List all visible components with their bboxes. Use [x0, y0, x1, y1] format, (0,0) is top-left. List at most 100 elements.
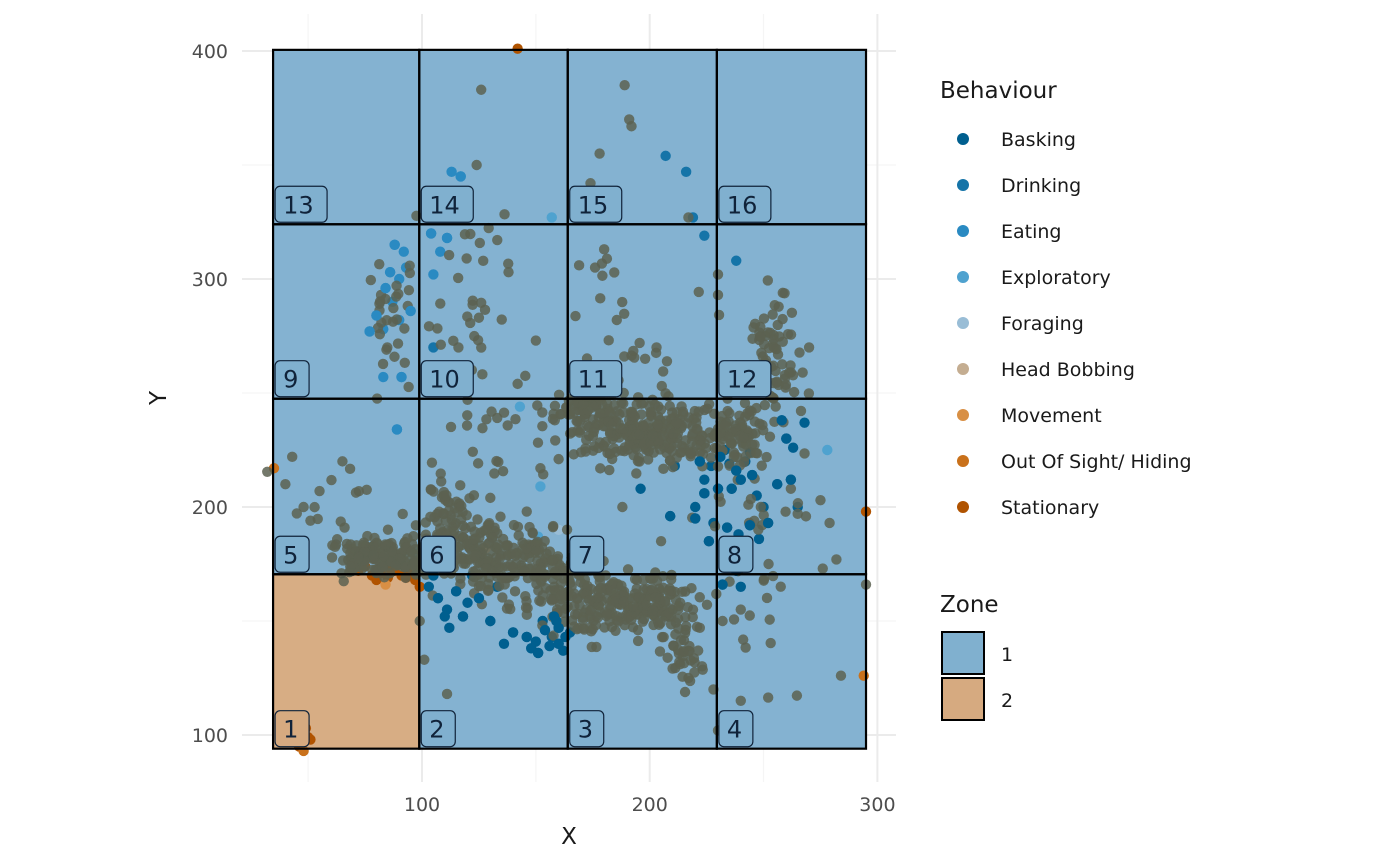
point-overlay — [686, 436, 698, 447]
point-overlay — [651, 342, 662, 353]
point-overlay — [671, 417, 682, 428]
point-basking — [787, 442, 799, 453]
point-overlay — [474, 237, 486, 249]
point-overlay — [425, 511, 436, 523]
point-overlay — [339, 522, 350, 533]
x-tick-label: 100 — [404, 794, 440, 816]
point-eating — [389, 239, 400, 250]
point-overlay — [634, 429, 645, 440]
zone-cell-label: 1 — [283, 716, 298, 744]
y-tick-label: 300 — [192, 269, 228, 291]
legend-label: Movement — [1001, 405, 1102, 427]
point-overlay — [667, 407, 678, 418]
point-overlay — [280, 479, 291, 490]
point-overlay — [794, 347, 805, 358]
point-overlay — [728, 451, 740, 463]
point-overlay — [632, 635, 644, 647]
point-overlay — [777, 336, 788, 348]
point-overlay — [657, 571, 669, 582]
point-overlay — [655, 536, 667, 547]
point-overlay — [601, 608, 613, 620]
point-basking — [753, 533, 765, 545]
point-overlay — [632, 455, 644, 467]
point-overlay — [291, 508, 303, 519]
point-overlay — [764, 614, 775, 625]
point-basking — [444, 622, 455, 634]
point-overlay — [456, 500, 467, 512]
point-overlay — [472, 458, 484, 469]
point-basking — [473, 593, 485, 604]
point-overlay — [350, 487, 362, 498]
point-overlay — [469, 550, 480, 561]
point-overlay — [803, 388, 815, 399]
zone-cell-label: 13 — [283, 191, 314, 219]
zone-label-box — [718, 360, 772, 398]
point-overlay — [699, 404, 710, 416]
point-overlay — [404, 267, 416, 279]
zone-cell-label: 4 — [727, 716, 742, 744]
point-overlay — [598, 244, 610, 255]
point-overlay — [512, 521, 524, 533]
point-basking — [746, 469, 758, 481]
zone-cell-label: 8 — [727, 541, 742, 569]
point-overlay — [513, 530, 524, 541]
point-basking — [439, 611, 450, 622]
point-overlay — [583, 595, 595, 606]
point-overlay — [661, 356, 673, 367]
point-overlay — [527, 528, 538, 539]
point-overlay — [589, 422, 601, 434]
point-overlay — [713, 309, 725, 321]
zone-label-box — [569, 185, 623, 223]
point-basking — [498, 638, 510, 649]
legend-label: Out Of Sight/ Hiding — [1001, 451, 1192, 473]
point-overlay — [326, 474, 337, 486]
behaviour-legend-title: Behaviour — [940, 78, 1057, 104]
point-overlay — [619, 80, 630, 91]
point-overlay — [769, 300, 780, 311]
point-overlay — [667, 428, 679, 439]
point-overlay — [611, 314, 622, 326]
point-overlay — [629, 573, 641, 585]
point-overlay — [455, 573, 466, 584]
point-overlay — [497, 465, 509, 477]
point-overlay — [509, 567, 521, 578]
point-overlay — [501, 540, 512, 551]
zone-cell-label: 11 — [578, 366, 609, 394]
point-overlay — [632, 392, 644, 403]
point-overlay — [735, 604, 746, 615]
point-overlay — [480, 563, 492, 574]
point-overlay — [595, 582, 606, 594]
point-basking — [532, 647, 544, 659]
point-overlay — [530, 545, 542, 556]
point-overlay — [493, 539, 504, 550]
point-basking — [703, 536, 715, 547]
zone-label-box — [718, 185, 772, 223]
legend-label: Stationary — [1001, 497, 1099, 519]
point-overlay — [634, 337, 645, 349]
point-overlay — [462, 410, 473, 421]
point-overlay — [712, 269, 724, 280]
point-overlay — [658, 463, 669, 475]
point-overlay — [795, 405, 807, 417]
point-overlay — [652, 616, 664, 627]
point-overlay — [772, 319, 783, 331]
point-overlay — [735, 695, 746, 706]
point-basking — [735, 474, 746, 485]
point-overlay — [467, 576, 479, 587]
point-overlay — [683, 212, 694, 223]
point-basking — [432, 593, 444, 604]
point-overlay — [548, 630, 559, 641]
point-overlay — [763, 342, 775, 354]
point-overlay — [765, 637, 776, 649]
y-tick-label: 100 — [192, 725, 228, 747]
point-overlay — [619, 308, 630, 319]
point-overlay — [378, 550, 390, 562]
point-overlay — [494, 553, 505, 565]
point-overlay — [521, 543, 532, 555]
point-eating — [428, 269, 439, 280]
point-overlay — [756, 460, 767, 471]
zone-legend-key-2 — [941, 677, 985, 721]
zone-legend-key-1 — [941, 631, 985, 675]
point-overlay — [644, 573, 656, 584]
point-overlay — [618, 596, 630, 608]
